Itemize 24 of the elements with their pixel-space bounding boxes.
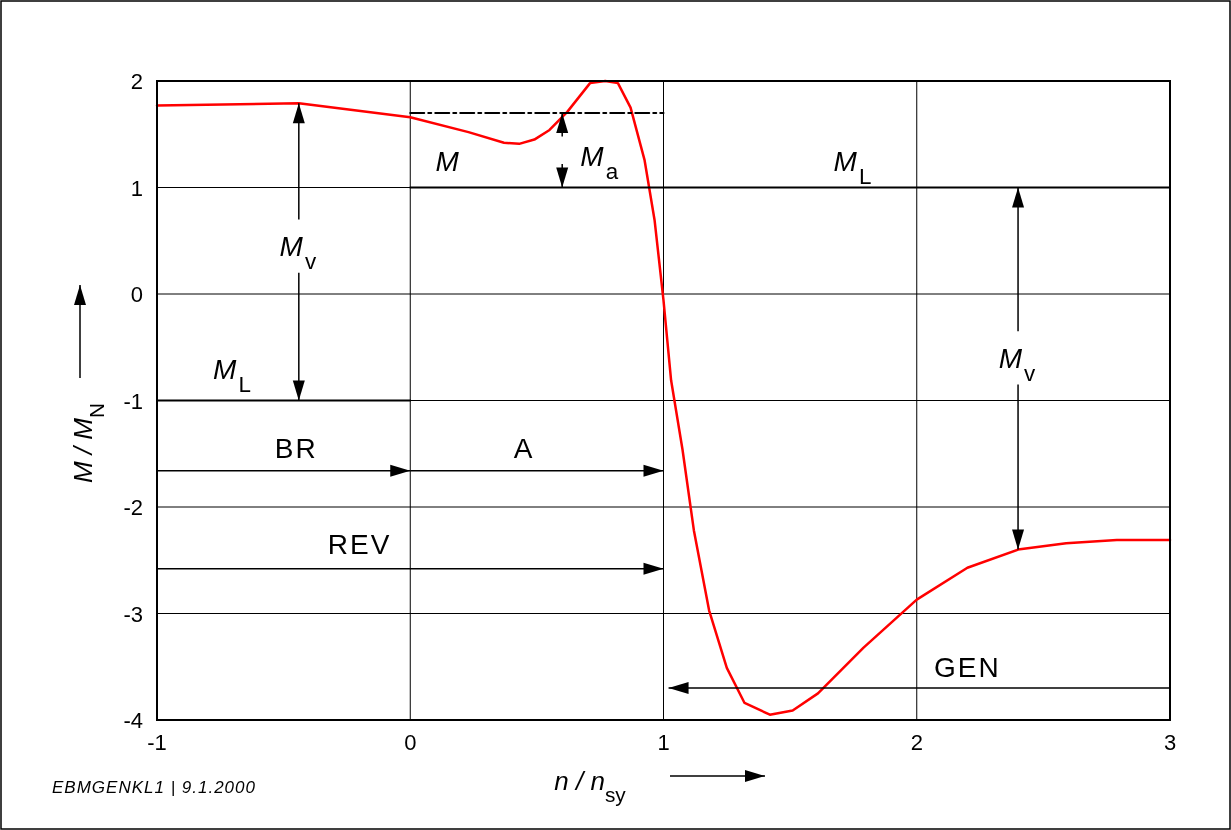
y-tick-label: 1	[130, 175, 143, 201]
annotation: GEN	[934, 651, 1001, 683]
y-tick-label: -3	[123, 601, 143, 627]
x-tick-label: -1	[147, 730, 167, 755]
x-tick-label: 0	[404, 730, 417, 755]
annotation: BR	[274, 433, 318, 465]
text: EBMGENKL1 | 9.1.2000	[52, 778, 256, 797]
annotation: M$_{L}$	[833, 145, 874, 189]
annotation: M	[435, 145, 461, 177]
annotation: M$_{v}$	[279, 231, 319, 274]
annotation: M$_{L}$	[213, 353, 253, 397]
x-tick-label: 2	[910, 730, 923, 755]
annotation: M$_{a}$	[580, 140, 621, 184]
x-tick-label: 1	[657, 730, 670, 755]
y-tick-label: -2	[123, 495, 143, 520]
annotation: M$_{v}$	[998, 342, 1038, 386]
y-tick-label: -4	[123, 708, 143, 733]
annotation: REV	[327, 529, 392, 561]
x-axis-title: n / n$_{sy}$	[554, 766, 627, 806]
x-tick-label: 3	[1163, 730, 1177, 755]
annotation: A	[513, 433, 535, 465]
y-tick-label: -1	[123, 388, 143, 414]
y-tick-label: 2	[130, 69, 143, 94]
y-tick-label: 0	[130, 282, 143, 307]
